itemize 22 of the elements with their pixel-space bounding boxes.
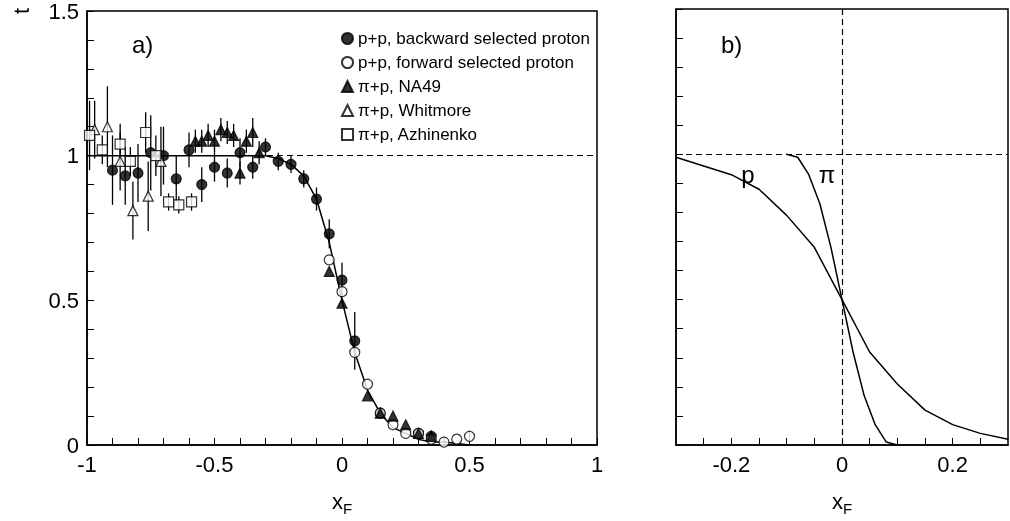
legend-label: p+p, forward selected proton [357,53,574,72]
legend-label: π+p, Whitmore [357,101,472,120]
series-label: p [741,161,755,189]
y-tick-label: 0 [66,432,79,458]
x-tick-label: 0 [335,451,349,477]
x-tick-label: -1 [77,451,97,477]
x-tick-label: 0.5 [454,451,485,477]
x-tick-label: 1 [590,451,604,477]
y-tick-label: 1.5 [48,0,79,24]
text: a) [132,30,154,58]
text: b) [721,30,743,58]
legend-label: π+p, NA49 [357,77,442,96]
legend-label: π+p, Azhinenko [357,125,478,144]
legend-label: p+p, backward selected proton [357,29,591,48]
y-axis-title: t [8,7,34,15]
x-tick-label: 0 [835,451,849,477]
series-label: π [818,161,836,189]
x-tick-label: -0.2 [712,451,751,477]
x-tick-label: -0.5 [195,451,234,477]
x-tick-label: 0.2 [937,451,968,477]
y-tick-label: 0.5 [48,287,79,313]
y-tick-label: 1 [66,143,79,169]
